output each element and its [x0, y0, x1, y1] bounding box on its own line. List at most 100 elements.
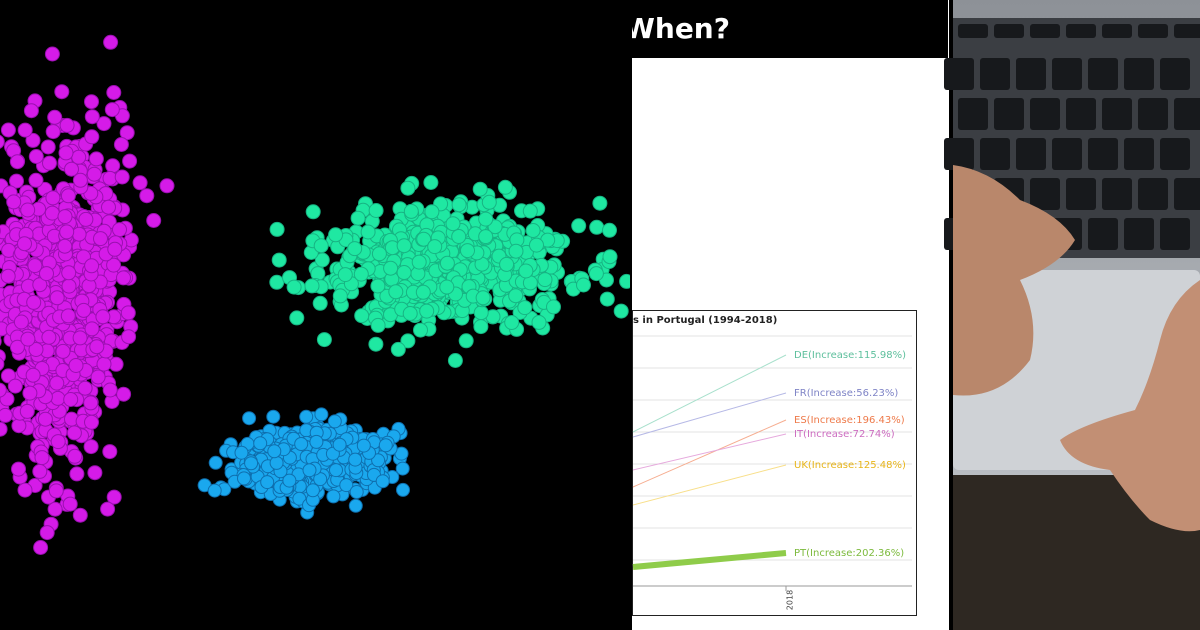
cluster-dot [368, 336, 384, 352]
cluster-dot [87, 465, 103, 481]
cluster-dot [48, 483, 64, 499]
cluster-dot [84, 94, 99, 110]
cluster-dot [292, 491, 307, 506]
cluster-dot [411, 254, 427, 270]
chart-title: s in Portugal (1994-2018) [633, 315, 777, 326]
cluster-dot [508, 243, 524, 259]
cluster-dot [347, 241, 363, 257]
cluster-dot [42, 155, 57, 171]
key [1030, 24, 1060, 38]
cluster-dot [32, 277, 48, 293]
cluster-dot [17, 482, 33, 498]
cluster-dot [305, 204, 321, 220]
key [1174, 178, 1200, 210]
cluster-dot [47, 501, 63, 517]
key [1066, 98, 1096, 130]
cluster-dot [499, 256, 515, 272]
cluster-dot [50, 434, 66, 450]
cluster-dot [313, 238, 329, 254]
cluster-dot [349, 485, 364, 499]
cluster-dot [439, 279, 455, 295]
cluster-dot [58, 145, 74, 161]
cluster-dot [353, 266, 369, 282]
cluster-dot [83, 439, 99, 455]
key [1160, 138, 1190, 170]
cluster-dot [599, 291, 615, 307]
cluster-dot [121, 329, 137, 345]
cluster-dot [103, 34, 119, 50]
cluster-dot [451, 229, 467, 244]
cluster-dot [84, 414, 99, 430]
cluster-dot [244, 456, 259, 471]
x-tick-label: 2018 [786, 590, 795, 610]
cluster-dot [0, 336, 2, 347]
cluster-dot [0, 134, 5, 149]
cluster-dot [571, 218, 587, 234]
key [1124, 218, 1154, 250]
cluster-dot [0, 268, 16, 284]
cluster-dot [59, 224, 75, 240]
key [1088, 218, 1118, 250]
cluster-dot [518, 263, 534, 279]
cluster-dot [356, 438, 371, 453]
cluster-dot [77, 380, 93, 396]
cluster-dot [61, 278, 77, 294]
line-fr [632, 392, 787, 438]
cluster-dot [45, 190, 61, 206]
cluster-dot [44, 205, 60, 221]
cluster-dot [525, 223, 541, 238]
cluster-dot [289, 310, 305, 326]
key [1138, 24, 1168, 38]
cluster-dot [260, 475, 275, 490]
cluster-dot [66, 425, 82, 441]
key [1030, 178, 1060, 210]
cluster-dot [90, 369, 106, 385]
cluster-dot [33, 540, 49, 555]
cluster-dot [326, 489, 341, 504]
cluster-dot [116, 386, 132, 402]
key [944, 58, 974, 90]
cluster-dot [395, 461, 410, 476]
cluster-dot [84, 321, 100, 337]
cluster-dot [207, 483, 222, 498]
cluster-dot [619, 273, 630, 289]
cluster-dot [370, 317, 386, 333]
cluster-dot [50, 390, 66, 406]
cluster-dot [96, 116, 112, 132]
cluster-dot [0, 421, 8, 437]
cluster-dot [57, 238, 73, 254]
cluster-dot [72, 330, 88, 346]
cluster-dot [84, 129, 100, 145]
cluster-dot [159, 178, 175, 194]
cluster-dot [522, 203, 538, 219]
cluster-dot [419, 303, 435, 319]
key [944, 138, 974, 170]
series-label: PT(Increase:202.36%) [794, 548, 904, 559]
cluster-dot [396, 265, 412, 280]
cluster-dot [95, 309, 111, 325]
cluster-dot [305, 483, 320, 498]
cluster-dot [309, 434, 324, 449]
cluster-dot [370, 278, 386, 294]
cluster-dot [105, 158, 121, 174]
cluster-dot [350, 210, 366, 226]
cluster-dot [316, 332, 332, 348]
cluster-dot [388, 284, 404, 300]
cluster-dot [546, 299, 561, 315]
cluster-dot [84, 109, 100, 125]
cluster-dot [17, 236, 32, 252]
cluster-dot [23, 103, 39, 119]
series-label: UK(Increase:125.48%) [794, 460, 906, 471]
cluster-dot [112, 222, 127, 238]
cluster-dot [472, 181, 488, 197]
cluster-dot [37, 411, 53, 427]
cluster-dot [20, 202, 36, 218]
cluster-dot [9, 339, 25, 355]
key [1030, 98, 1060, 130]
key [980, 138, 1010, 170]
cluster-dot [89, 339, 105, 355]
panel-title: When? [624, 12, 730, 45]
cluster-dot [6, 194, 22, 210]
cluster-dot [458, 333, 474, 349]
